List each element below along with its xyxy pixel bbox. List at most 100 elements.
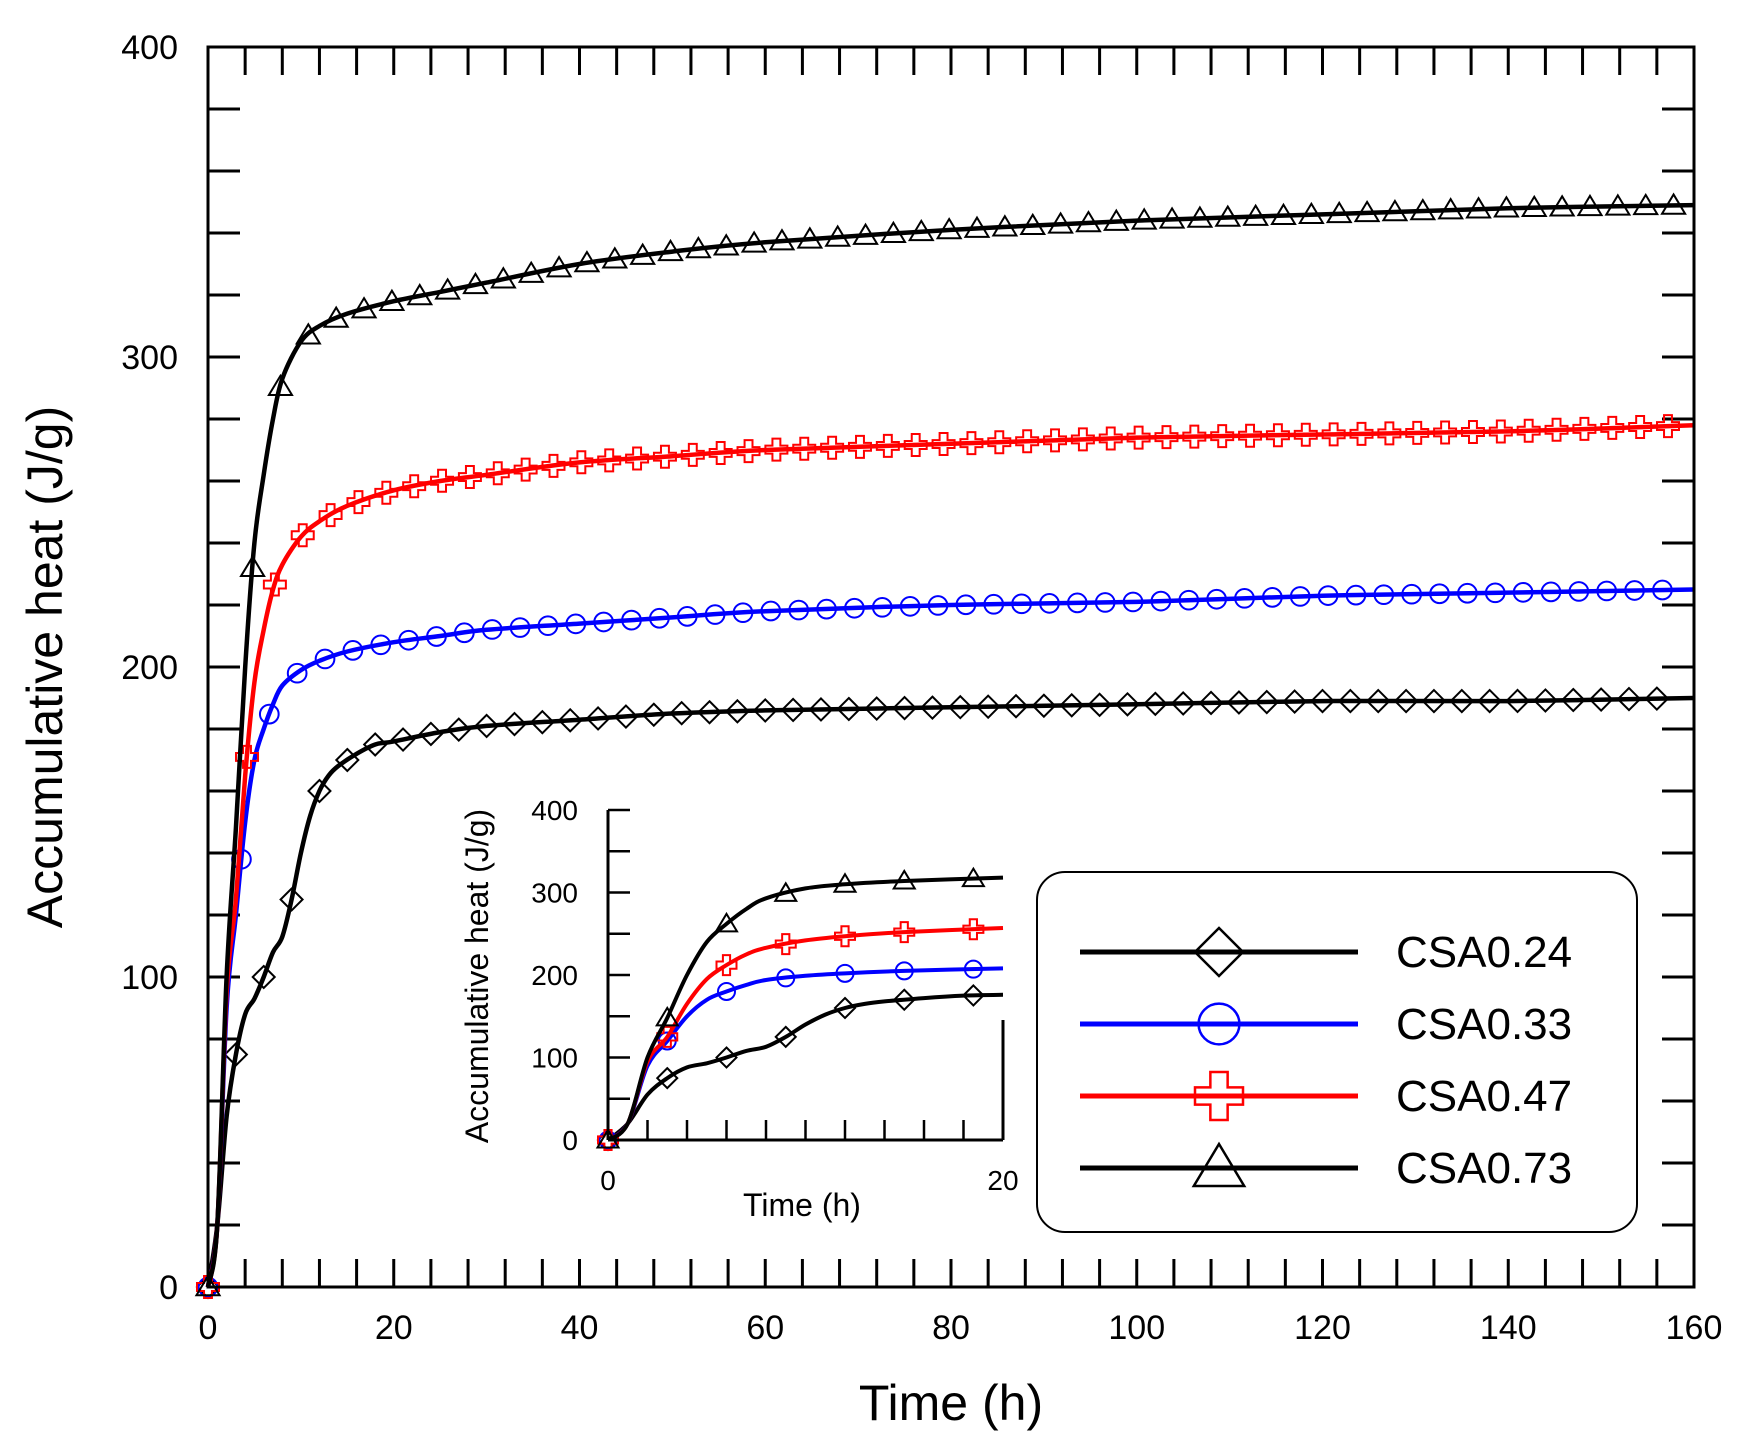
marker-csa0-24: [1337, 688, 1363, 714]
marker-csa0-24: [1505, 688, 1530, 714]
marker-csa0-73: [1325, 200, 1353, 224]
marker-csa0-24: [1644, 686, 1670, 712]
marker-csa0-33: [370, 634, 392, 656]
marker-csa0-73: [267, 373, 294, 397]
marker-csa0-33: [342, 640, 364, 661]
inset-marker-csa0-24: [774, 1025, 798, 1049]
marker-csa0-73: [1465, 196, 1492, 219]
y-tick-label: 0: [159, 1269, 178, 1307]
marker-csa0-33: [955, 594, 977, 616]
inset-marker-csa0-47: [893, 921, 916, 944]
inset-marker-csa0-73: [714, 911, 739, 933]
marker-csa0-47: [597, 448, 622, 473]
marker-csa0-24: [1449, 688, 1475, 714]
marker-csa0-33: [871, 596, 893, 618]
marker-csa0-24: [1421, 688, 1447, 714]
marker-csa0-24: [669, 700, 695, 726]
legend-label: CSA0.73: [1396, 1144, 1572, 1193]
marker-csa0-73: [1548, 194, 1576, 217]
marker-csa0-47: [652, 444, 677, 469]
marker-csa0-24: [1170, 691, 1196, 716]
marker-csa0-33: [1596, 580, 1618, 602]
marker-csa0-24: [251, 964, 277, 990]
marker-csa0-73: [1604, 193, 1632, 216]
y-tick-label: 400: [121, 29, 178, 67]
marker-csa0-24: [1059, 692, 1085, 718]
marker-csa0-47: [1460, 419, 1485, 444]
marker-csa0-47: [1265, 423, 1290, 448]
marker-csa0-47: [987, 430, 1012, 455]
marker-csa0-47: [1572, 416, 1597, 441]
marker-csa0-73: [907, 218, 935, 242]
marker-csa0-73: [1186, 205, 1214, 228]
marker-csa0-24: [1588, 687, 1614, 712]
marker-csa0-33: [509, 617, 531, 638]
marker-csa0-24: [390, 727, 416, 752]
y-tick-label: 200: [121, 649, 178, 687]
marker-csa0-24: [1226, 690, 1252, 715]
inset-marker-csa0-47: [834, 925, 856, 948]
marker-csa0-24: [947, 694, 973, 720]
inset-series-group: [595, 866, 1004, 1152]
marker-csa0-24: [1393, 688, 1419, 714]
marker-csa0-33: [565, 613, 587, 635]
marker-csa0-24: [641, 702, 667, 728]
marker-csa0-24: [1477, 688, 1503, 714]
x-tick-label: 100: [1108, 1309, 1165, 1347]
marker-csa0-33: [621, 609, 642, 631]
marker-csa0-47: [430, 468, 455, 493]
inset-marker-csa0-24: [961, 984, 985, 1007]
marker-csa0-24: [529, 709, 555, 735]
y-tick-label: 100: [121, 959, 178, 997]
marker-csa0-73: [1437, 197, 1464, 220]
marker-csa0-73: [1632, 192, 1660, 216]
marker-csa0-73: [880, 220, 907, 243]
marker-csa0-73: [1103, 208, 1130, 231]
marker-csa0-24: [307, 778, 332, 804]
marker-csa0-33: [1289, 586, 1311, 607]
marker-csa0-47: [1655, 414, 1680, 439]
marker-csa0-24: [474, 713, 500, 739]
marker-csa0-24: [920, 695, 945, 721]
marker-csa0-24: [752, 697, 778, 723]
inset-series-csa0-73: [595, 866, 1004, 1149]
marker-csa0-47: [235, 744, 260, 769]
marker-csa0-73: [294, 322, 322, 345]
legend-marker: [1197, 1002, 1241, 1046]
marker-csa0-73: [1660, 192, 1687, 215]
marker-csa0-33: [788, 599, 810, 621]
inset-series-csa0-33: [598, 959, 1004, 1150]
x-tick-label: 140: [1480, 1309, 1537, 1347]
marker-csa0-47: [485, 461, 510, 486]
marker-csa0-33: [899, 596, 921, 617]
marker-csa0-24: [1198, 690, 1224, 716]
marker-csa0-73: [1270, 202, 1297, 225]
marker-csa0-47: [875, 433, 900, 458]
marker-csa0-47: [820, 435, 845, 460]
inset-marker-csa0-24: [892, 988, 916, 1012]
marker-csa0-33: [844, 597, 865, 619]
marker-csa0-73: [852, 222, 879, 245]
marker-csa0-47: [708, 440, 733, 465]
marker-csa0-47: [402, 474, 427, 499]
marker-csa0-33: [453, 622, 475, 644]
series-line-csa0-24: [205, 695, 1695, 1288]
marker-csa0-73: [629, 242, 656, 265]
legend-marker: [1193, 926, 1245, 978]
marker-csa0-47: [1015, 429, 1040, 454]
marker-csa0-47: [792, 436, 817, 461]
marker-csa0-33: [816, 598, 837, 620]
series-csa0-73: [194, 192, 1695, 1297]
marker-csa0-33: [1039, 593, 1060, 614]
marker-csa0-47: [262, 572, 287, 597]
legend-box: [1036, 871, 1638, 1233]
marker-csa0-73: [1047, 211, 1074, 234]
x-axis-title: Time (h): [859, 1375, 1043, 1431]
marker-csa0-47: [513, 457, 538, 482]
legend-item-csa0-73: CSA0.73: [1080, 1141, 1572, 1193]
marker-csa0-33: [1652, 579, 1673, 601]
marker-csa0-73: [1381, 199, 1409, 222]
x-tick-label: 120: [1294, 1309, 1351, 1347]
